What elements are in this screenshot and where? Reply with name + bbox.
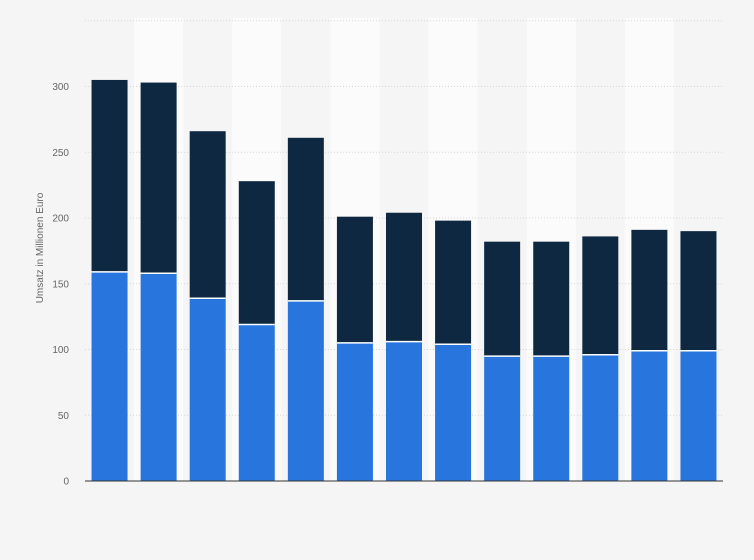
y-tick-label: 300	[52, 82, 69, 93]
bar-segment-series-1[interactable]	[238, 324, 275, 481]
bar-segment-series-1[interactable]	[680, 350, 717, 481]
bar-segment-series-1[interactable]	[386, 341, 422, 481]
bar-segment-series-1[interactable]	[336, 342, 373, 481]
y-tick-label: 250	[52, 148, 69, 159]
bar-segment-series-2[interactable]	[680, 231, 717, 351]
y-tick-label: 150	[52, 279, 69, 290]
y-tick-label: 0	[63, 477, 69, 488]
bar-segment-series-2[interactable]	[533, 241, 570, 357]
y-tick-label: 200	[52, 214, 69, 225]
bar-segment-series-1[interactable]	[582, 354, 619, 481]
bar-segment-series-2[interactable]	[631, 229, 668, 351]
y-axis-label: Umsatz in Millionen Euro	[35, 192, 46, 303]
bar-segment-series-2[interactable]	[336, 216, 373, 343]
y-axis-ticks: 0 50 100 150 200 250 300	[52, 82, 69, 488]
bar-segment-series-1[interactable]	[533, 356, 570, 481]
bar-segment-series-1[interactable]	[287, 300, 324, 481]
bar-segment-series-2[interactable]	[435, 220, 472, 345]
bar-segment-series-2[interactable]	[189, 131, 226, 299]
bar-segment-series-2[interactable]	[238, 181, 275, 325]
bar-segment-series-2[interactable]	[582, 236, 619, 355]
bar-segment-series-2[interactable]	[386, 212, 422, 342]
bar-segment-series-2[interactable]	[484, 241, 521, 357]
y-tick-label: 100	[52, 345, 69, 356]
bar-segment-series-1[interactable]	[140, 273, 177, 481]
bar-segment-series-1[interactable]	[435, 344, 472, 481]
bar-segment-series-2[interactable]	[287, 137, 324, 301]
bar-segment-series-2[interactable]	[140, 82, 177, 274]
bar-segment-series-1[interactable]	[631, 350, 668, 481]
y-tick-label: 50	[58, 411, 70, 422]
bar-segment-series-1[interactable]	[484, 356, 521, 481]
bar-segment-series-2[interactable]	[91, 79, 128, 272]
bars	[91, 79, 717, 481]
bar-segment-series-1[interactable]	[189, 298, 226, 481]
bar-segment-series-1[interactable]	[91, 271, 128, 481]
